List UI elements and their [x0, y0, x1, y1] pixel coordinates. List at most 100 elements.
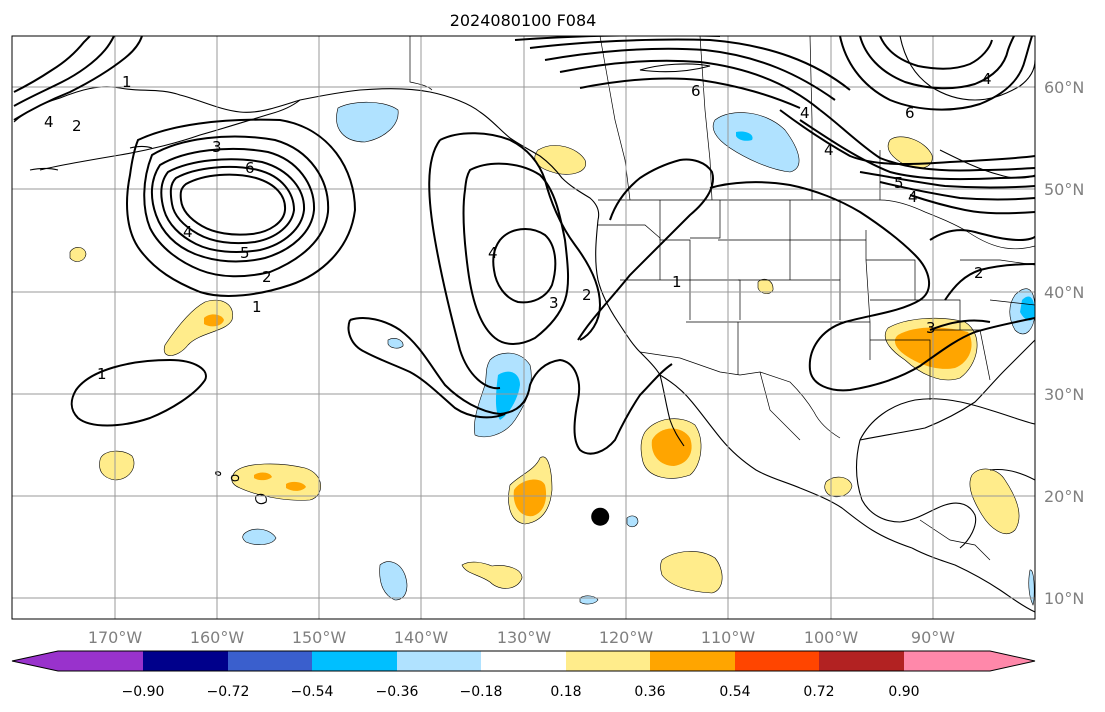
colorbar-tick-label: 0.54	[719, 684, 750, 700]
shade-negative	[387, 338, 404, 349]
map-title: 2024080100 F084	[450, 11, 597, 30]
island-hawaii	[255, 493, 267, 505]
contour-label: 6	[691, 82, 701, 100]
shade-positive	[231, 463, 321, 501]
colorbar-swatch	[819, 651, 904, 671]
border-us-states	[989, 299, 1035, 306]
contour-3	[13, 36, 115, 107]
contour-label: 1	[122, 73, 132, 91]
contour-3	[909, 194, 1035, 215]
contour-label: 1	[97, 365, 107, 383]
colorbar-swatch	[566, 651, 650, 671]
contour-label: 4	[488, 244, 498, 262]
shade-positive	[99, 450, 135, 481]
colorbar-tick-label: −0.54	[291, 684, 334, 700]
contour-lines	[13, 36, 1035, 455]
shade-positive	[286, 481, 306, 491]
contour-label: 1	[672, 273, 682, 291]
contour-label: 4	[824, 141, 834, 159]
contour-label: 5	[894, 174, 904, 192]
colorbar-tick-label: 0.72	[803, 684, 834, 700]
contour-label: 4	[44, 113, 54, 131]
lon-label: 150°W	[292, 628, 347, 647]
border-us-states	[659, 200, 691, 320]
coastline-alaska	[13, 86, 431, 123]
map-frame	[11, 35, 1036, 620]
border-canadian-provinces	[599, 36, 631, 201]
shade-positive	[254, 472, 272, 481]
coastline-baja	[659, 374, 913, 549]
colorbar-swatch	[904, 651, 990, 671]
map-panel: 2 1 4 3 6 4 5 2 1 1 4 3 2 1 6 4 4 5 4 2 …	[12, 36, 1035, 619]
contour-5	[169, 166, 296, 245]
contour-2	[13, 36, 143, 121]
contour-1	[347, 319, 506, 419]
lat-label: 50°N	[1044, 180, 1084, 199]
shade-positive	[757, 278, 774, 294]
contour-4	[544, 47, 836, 101]
colorbar-extend-min	[12, 651, 58, 671]
colorbar-tick-label: −0.90	[122, 684, 165, 700]
contour-2	[944, 263, 1035, 301]
shade-positive	[163, 299, 233, 356]
lon-label: 110°W	[701, 628, 756, 647]
coastline-bc	[429, 91, 600, 221]
contour-2	[514, 36, 720, 41]
coastline-baja-peninsula	[659, 374, 685, 447]
colorbar-swatch	[58, 651, 143, 671]
longitude-labels: 170°W 160°W 150°W 140°W 130°W 120°W 110°…	[88, 628, 955, 647]
island-small	[639, 63, 711, 73]
border-canada-us	[598, 199, 1035, 250]
contour-1	[709, 181, 930, 371]
colorbar-swatch	[650, 651, 735, 671]
colorbar-swatch	[735, 651, 819, 671]
contour-label: 6	[905, 104, 915, 122]
contour-label: 3	[212, 138, 222, 156]
colorbar-swatch	[397, 651, 481, 671]
contour-label: 6	[245, 159, 255, 177]
contour-label-group: 2 1 4 3 6 4 5 2 1 1 4 3 2 1 6 4 4 5 4 2 …	[44, 70, 992, 383]
lon-label: 100°W	[804, 628, 859, 647]
border-central-america	[919, 519, 991, 561]
colorbar-swatch	[481, 651, 566, 671]
colorbar-tick-label: 0.90	[888, 684, 919, 700]
contour-5	[859, 171, 1035, 189]
border-us-states	[865, 230, 871, 360]
contour-label: 4	[183, 223, 193, 241]
contour-4	[160, 158, 306, 253]
colorbar-tick-label: −0.18	[460, 684, 503, 700]
coastline-alaska-south	[39, 99, 301, 171]
border-alaska-canada	[409, 36, 433, 91]
border-us-states	[690, 200, 721, 239]
lat-label: 30°N	[1044, 385, 1084, 404]
contour-2	[439, 132, 602, 341]
latitude-labels: 10°N 20°N 30°N 40°N 50°N 60°N	[1044, 78, 1084, 608]
contour-1	[349, 317, 673, 455]
contour-1	[809, 317, 1035, 392]
lat-label: 60°N	[1044, 78, 1084, 97]
contour-2	[929, 319, 991, 331]
location-marker	[591, 507, 610, 526]
lon-label: 90°W	[911, 628, 955, 647]
border-canadian-provinces	[809, 36, 813, 200]
contour-1	[577, 158, 714, 341]
contour-6	[799, 119, 1035, 181]
lon-label: 140°W	[394, 628, 449, 647]
lat-label: 10°N	[1044, 589, 1084, 608]
colorbar-tick-label: 0.36	[634, 684, 665, 700]
shade-positive	[660, 551, 723, 594]
border-us-states	[789, 200, 866, 241]
border-us-states	[870, 299, 961, 330]
coastline-gulf-north	[859, 339, 1035, 441]
contour-2	[929, 229, 1035, 242]
coastline-cuba	[989, 468, 1035, 481]
island-aleutian	[129, 145, 153, 149]
colorbar-outline	[11, 650, 1036, 672]
colorbar-tick-label: −0.36	[376, 684, 419, 700]
shade-positive	[651, 428, 692, 466]
shade-positive	[204, 314, 224, 327]
shade-negative	[1020, 296, 1035, 321]
lon-label: 120°W	[599, 628, 654, 647]
contour-4	[879, 36, 993, 70]
contour-4	[879, 181, 1035, 201]
